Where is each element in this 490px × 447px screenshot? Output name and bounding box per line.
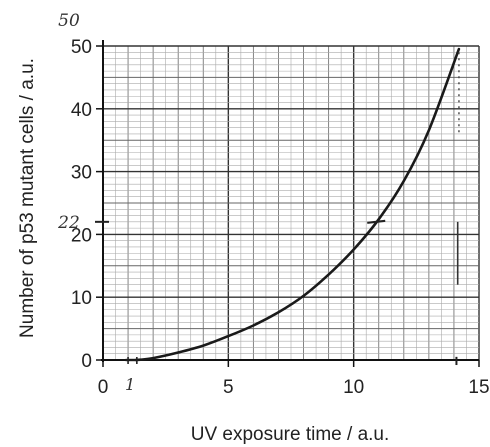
x-tick-label: 0 (98, 377, 109, 398)
x-tick-label: 15 (468, 377, 489, 398)
y-tick-label: 0 (81, 351, 92, 372)
tick-labels: 0 5 10 15 0 10 20 30 40 50 (71, 37, 490, 398)
handwritten-marks (95, 52, 460, 366)
y-tick-label: 30 (71, 163, 92, 184)
series-group (125, 47, 461, 362)
x-axis-label: UV exposure time / a.u. (191, 424, 390, 445)
reading-mark (367, 219, 386, 224)
x-tick-label: 10 (343, 377, 364, 398)
y-tick-label: 10 (71, 288, 92, 309)
annotations: 50 22 1 (57, 11, 135, 394)
x-tick-label: 5 (223, 377, 234, 398)
handwritten-annotation: 1 (125, 375, 135, 394)
chart-grid (102, 45, 480, 361)
y-tick-label: 50 (71, 37, 92, 58)
y-tick-label: 40 (71, 100, 92, 121)
handwritten-annotation: 22 (57, 213, 80, 233)
y-tick-label: 20 (71, 225, 92, 246)
handwritten-annotation: 50 (58, 11, 80, 31)
y-axis-label: Number of p53 mutant cells / a.u. (17, 58, 38, 338)
chart-axes (96, 40, 480, 367)
series-line (134, 47, 461, 362)
